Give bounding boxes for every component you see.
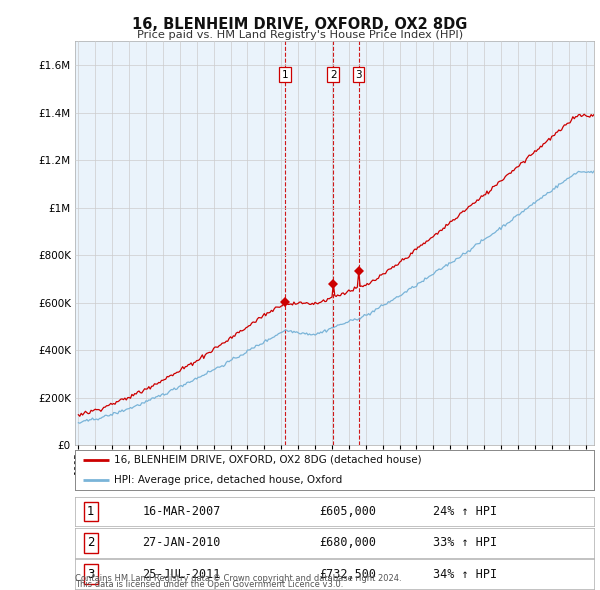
Text: 16-MAR-2007: 16-MAR-2007 (142, 505, 221, 518)
Text: 2: 2 (330, 70, 337, 80)
Text: 25-JUL-2011: 25-JUL-2011 (142, 568, 221, 581)
Text: 27-JAN-2010: 27-JAN-2010 (142, 536, 221, 549)
Text: 16, BLENHEIM DRIVE, OXFORD, OX2 8DG: 16, BLENHEIM DRIVE, OXFORD, OX2 8DG (133, 17, 467, 31)
Text: £605,000: £605,000 (319, 505, 376, 518)
Text: 34% ↑ HPI: 34% ↑ HPI (433, 568, 497, 581)
Text: 1: 1 (281, 70, 288, 80)
Text: Price paid vs. HM Land Registry's House Price Index (HPI): Price paid vs. HM Land Registry's House … (137, 30, 463, 40)
Text: 2: 2 (87, 536, 94, 549)
Text: 3: 3 (87, 568, 94, 581)
Text: £680,000: £680,000 (319, 536, 376, 549)
Text: 33% ↑ HPI: 33% ↑ HPI (433, 536, 497, 549)
Text: 16, BLENHEIM DRIVE, OXFORD, OX2 8DG (detached house): 16, BLENHEIM DRIVE, OXFORD, OX2 8DG (det… (114, 455, 422, 464)
Text: £732,500: £732,500 (319, 568, 376, 581)
Text: HPI: Average price, detached house, Oxford: HPI: Average price, detached house, Oxfo… (114, 475, 342, 484)
Text: 24% ↑ HPI: 24% ↑ HPI (433, 505, 497, 518)
Text: This data is licensed under the Open Government Licence v3.0.: This data is licensed under the Open Gov… (75, 581, 343, 589)
Text: Contains HM Land Registry data © Crown copyright and database right 2024.: Contains HM Land Registry data © Crown c… (75, 574, 401, 583)
Text: 3: 3 (355, 70, 362, 80)
Text: 1: 1 (87, 505, 94, 518)
